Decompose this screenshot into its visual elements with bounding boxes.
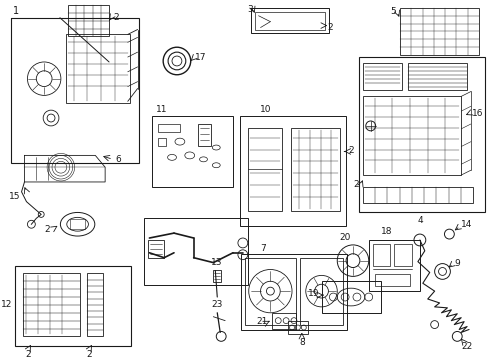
Text: 2: 2	[86, 350, 92, 359]
Text: 17: 17	[194, 53, 206, 62]
Bar	[358, 57, 484, 212]
Bar	[70, 219, 85, 229]
Bar	[213, 270, 221, 282]
Bar	[144, 219, 247, 285]
Text: 2: 2	[113, 13, 119, 22]
Bar	[321, 281, 380, 313]
Bar	[244, 258, 295, 325]
Text: 6: 6	[115, 155, 121, 164]
Text: 7: 7	[260, 244, 266, 253]
Text: 9: 9	[453, 259, 459, 268]
Text: 3: 3	[247, 5, 253, 14]
Text: 2: 2	[44, 225, 50, 234]
Bar	[362, 96, 460, 175]
Text: 20: 20	[339, 233, 350, 242]
Bar	[254, 12, 325, 30]
Bar	[66, 35, 129, 103]
Text: 5: 5	[390, 7, 395, 16]
Text: 1: 1	[13, 6, 19, 16]
Bar	[290, 128, 340, 211]
Bar	[158, 124, 180, 132]
Text: 14: 14	[460, 220, 471, 229]
Text: 16: 16	[471, 109, 483, 118]
Text: 12: 12	[1, 300, 13, 309]
Bar	[272, 313, 295, 329]
Text: 2: 2	[347, 146, 353, 155]
Bar	[152, 116, 232, 187]
Bar	[399, 8, 478, 55]
Bar	[287, 321, 307, 334]
Bar	[299, 258, 343, 325]
Text: 2: 2	[352, 180, 358, 189]
Bar	[15, 266, 130, 346]
Bar	[197, 124, 211, 145]
Bar	[372, 244, 389, 266]
Text: 13: 13	[211, 258, 223, 267]
Text: 2: 2	[327, 23, 332, 32]
Bar	[87, 274, 103, 336]
Text: 2: 2	[25, 350, 31, 359]
Bar	[68, 5, 109, 36]
Text: 15: 15	[9, 192, 20, 201]
Bar	[362, 63, 401, 90]
Text: 23: 23	[211, 300, 223, 309]
Text: 10: 10	[259, 105, 270, 114]
Bar	[11, 18, 138, 163]
Bar	[374, 274, 409, 286]
Bar	[241, 254, 346, 330]
Bar	[393, 244, 411, 266]
Text: 18: 18	[380, 227, 391, 236]
Bar	[407, 63, 466, 90]
Text: 4: 4	[416, 216, 422, 225]
Bar	[368, 240, 419, 291]
Bar	[240, 116, 346, 226]
Bar	[250, 8, 329, 33]
Bar	[22, 274, 80, 336]
Bar	[148, 240, 164, 258]
Bar	[158, 138, 166, 145]
Bar	[247, 128, 282, 211]
Text: 21: 21	[256, 317, 267, 326]
Text: 19: 19	[307, 289, 319, 298]
Bar	[362, 187, 472, 203]
Text: 8: 8	[298, 338, 304, 347]
Text: 11: 11	[156, 105, 167, 114]
Text: 22: 22	[460, 342, 471, 351]
